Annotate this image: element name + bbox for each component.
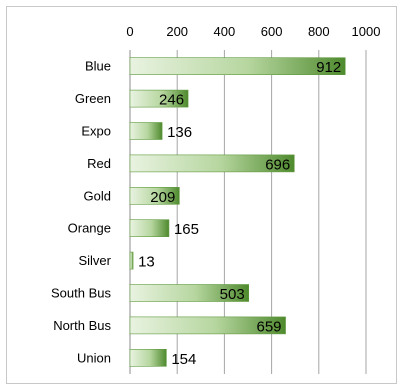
category-label: Green	[75, 91, 111, 106]
category-label: Blue	[85, 59, 111, 74]
x-tick-label-800: 800	[308, 24, 330, 39]
category-label: North Bus	[53, 318, 111, 333]
x-tick-label-200: 200	[166, 24, 188, 39]
bar-expo	[130, 123, 162, 140]
bar-orange	[130, 220, 169, 237]
category-label: Orange	[68, 221, 111, 236]
bar-blue	[130, 58, 345, 75]
category-label: Red	[87, 156, 111, 171]
data-label: 246	[159, 92, 184, 109]
data-label: 912	[316, 59, 341, 76]
bar-silver	[130, 252, 133, 269]
data-label: 165	[174, 221, 199, 238]
data-label: 503	[220, 286, 245, 303]
x-tick-label-1000: 1000	[352, 24, 381, 39]
bar-union	[130, 349, 166, 366]
data-label: 696	[265, 156, 290, 173]
category-label: Gold	[84, 188, 111, 203]
data-label: 136	[167, 124, 192, 141]
x-tick-label-0: 0	[126, 24, 133, 39]
category-label: Union	[77, 350, 111, 365]
data-label: 13	[138, 254, 155, 271]
x-tick-label-600: 600	[261, 24, 283, 39]
data-label: 659	[256, 318, 281, 335]
x-tick-label-400: 400	[214, 24, 236, 39]
category-label: South Bus	[51, 286, 111, 301]
category-label: Expo	[81, 124, 111, 139]
data-label: 209	[150, 189, 175, 206]
data-label: 154	[171, 351, 196, 368]
category-label: Silver	[78, 253, 111, 268]
